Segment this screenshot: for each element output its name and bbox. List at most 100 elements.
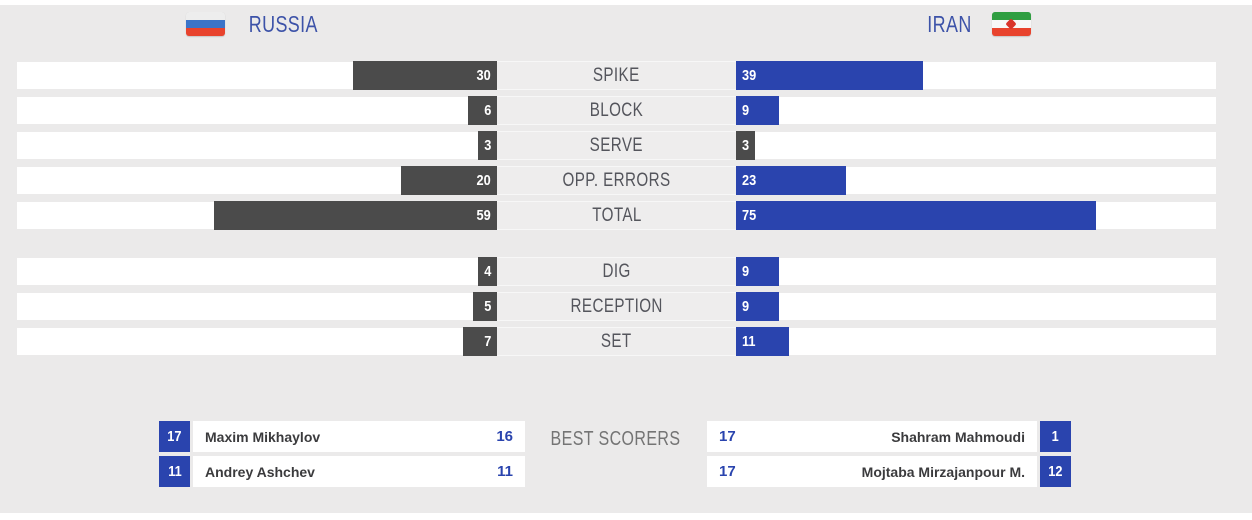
russia-flag-icon bbox=[186, 12, 226, 36]
bar-track bbox=[736, 258, 1216, 285]
stat-row-set: 7 SET 11 bbox=[17, 327, 1216, 356]
scorer-name: Shahram Mahmoudi bbox=[891, 428, 1025, 445]
russia-value-spike: 30 bbox=[476, 67, 491, 84]
stat-label-reception: RECEPTION bbox=[570, 295, 663, 317]
scorer-points: 17 bbox=[719, 463, 736, 480]
scorer-name: Andrey Ashchev bbox=[205, 463, 315, 480]
stat-row-serve: 3 SERVE 3 bbox=[17, 131, 1216, 160]
russia-bar-spike: 30 bbox=[353, 61, 497, 90]
russia-side: 6 bbox=[17, 96, 497, 125]
stats-group-attack: 30 SPIKE 39 6 bbox=[17, 61, 1216, 236]
iran-value-dig: 9 bbox=[742, 263, 750, 280]
scorer-points: 16 bbox=[496, 428, 513, 445]
stats-panel: RUSSIA IRAN 30 SPIKE bbox=[0, 5, 1252, 513]
iran-side: 9 bbox=[736, 96, 1216, 125]
scorer-body: Andrey Ashchev 11 bbox=[193, 456, 525, 487]
bar-track bbox=[17, 258, 497, 285]
iran-bar-serve: 3 bbox=[736, 131, 755, 160]
stat-row-total: 59 TOTAL 75 bbox=[17, 201, 1216, 230]
iran-bar-set: 11 bbox=[736, 327, 789, 356]
bar-track bbox=[17, 132, 497, 159]
russia-side: 20 bbox=[17, 166, 497, 195]
russia-bar-block: 6 bbox=[468, 96, 497, 125]
russia-bar-total: 59 bbox=[213, 201, 497, 230]
iran-bar-block: 9 bbox=[736, 96, 780, 125]
iran-side: 9 bbox=[736, 292, 1216, 321]
stat-label-total: TOTAL bbox=[591, 204, 642, 226]
bar-track bbox=[736, 97, 1216, 124]
russia-value-serve: 3 bbox=[483, 137, 491, 154]
team-header-iran: IRAN bbox=[736, 10, 1216, 38]
russia-bar-opp-errors: 20 bbox=[401, 166, 497, 195]
stat-label-spike: SPIKE bbox=[593, 64, 640, 86]
russia-value-dig: 4 bbox=[483, 263, 491, 280]
russia-side: 30 bbox=[17, 61, 497, 90]
stat-label-cell: RECEPTION bbox=[497, 292, 736, 321]
scorer-body: Maxim Mikhaylov 16 bbox=[193, 421, 525, 452]
best-scorers-section: BEST SCORERS 17 Maxim Mikhaylov 16 11 An… bbox=[0, 421, 1252, 491]
scorer-name: Mojtaba Mirzajanpour M. bbox=[861, 463, 1025, 480]
bar-track bbox=[17, 328, 497, 355]
iran-bar-dig: 9 bbox=[736, 257, 780, 286]
team-name-iran: IRAN bbox=[927, 10, 972, 37]
russia-value-reception: 5 bbox=[483, 298, 491, 315]
russia-side: 4 bbox=[17, 257, 497, 286]
iran-bar-spike: 39 bbox=[736, 61, 924, 90]
russia-bar-serve: 3 bbox=[478, 131, 497, 160]
scorer-row-mahmoudi: 17 Shahram Mahmoudi 1 bbox=[707, 421, 1071, 452]
iran-flag-icon bbox=[991, 12, 1031, 36]
stat-row-reception: 5 RECEPTION 9 bbox=[17, 292, 1216, 321]
iran-bar-total: 75 bbox=[736, 201, 1096, 230]
iran-value-reception: 9 bbox=[742, 298, 750, 315]
iran-value-set: 11 bbox=[742, 333, 756, 350]
stat-label-opp-errors: OPP. ERRORS bbox=[562, 169, 671, 191]
russia-bar-set: 7 bbox=[463, 327, 497, 356]
stat-label-cell: OPP. ERRORS bbox=[497, 166, 736, 195]
stat-label-set: SET bbox=[601, 330, 632, 352]
russia-bar-reception: 5 bbox=[473, 292, 497, 321]
stats-group-defense: 4 DIG 9 5 bbox=[17, 257, 1216, 362]
bar-track bbox=[736, 328, 1216, 355]
stat-label-block: BLOCK bbox=[589, 99, 644, 121]
stat-label-cell: SPIKE bbox=[497, 61, 736, 90]
scorer-row-ashchev: 11 Andrey Ashchev 11 bbox=[159, 456, 525, 487]
iran-side: 23 bbox=[736, 166, 1216, 195]
stat-row-spike: 30 SPIKE 39 bbox=[17, 61, 1216, 90]
scorer-body: 17 Mojtaba Mirzajanpour M. bbox=[707, 456, 1037, 487]
iran-bar-opp-errors: 23 bbox=[736, 166, 847, 195]
russia-value-block: 6 bbox=[483, 102, 491, 119]
jersey-badge: 11 bbox=[159, 456, 190, 487]
bar-track bbox=[736, 132, 1216, 159]
russia-value-opp-errors: 20 bbox=[476, 172, 491, 189]
stat-label-cell: BLOCK bbox=[497, 96, 736, 125]
scorer-row-mikhaylov: 17 Maxim Mikhaylov 16 bbox=[159, 421, 525, 452]
stat-row-opp-errors: 20 OPP. ERRORS 23 bbox=[17, 166, 1216, 195]
russia-side: 59 bbox=[17, 201, 497, 230]
iran-value-block: 9 bbox=[742, 102, 750, 119]
iran-side: 9 bbox=[736, 257, 1216, 286]
bar-track bbox=[736, 293, 1216, 320]
scorer-body: 17 Shahram Mahmoudi bbox=[707, 421, 1037, 452]
iran-side: 75 bbox=[736, 201, 1216, 230]
bar-track bbox=[17, 293, 497, 320]
stat-label-cell: DIG bbox=[497, 257, 736, 286]
russia-side: 7 bbox=[17, 327, 497, 356]
iran-bar-reception: 9 bbox=[736, 292, 780, 321]
scorer-name: Maxim Mikhaylov bbox=[205, 428, 321, 445]
russia-side: 3 bbox=[17, 131, 497, 160]
scorer-points: 11 bbox=[497, 463, 513, 480]
bar-track bbox=[17, 97, 497, 124]
iran-side: 11 bbox=[736, 327, 1216, 356]
stat-label-serve: SERVE bbox=[589, 134, 644, 156]
russia-bar-dig: 4 bbox=[477, 257, 497, 286]
scorer-row-mirzajanpour: 17 Mojtaba Mirzajanpour M. 12 bbox=[707, 456, 1071, 487]
stat-label-cell: SET bbox=[497, 327, 736, 356]
iran-side: 39 bbox=[736, 61, 1216, 90]
team-header-russia: RUSSIA bbox=[17, 10, 497, 38]
team-name-russia: RUSSIA bbox=[248, 10, 319, 37]
jersey-badge: 1 bbox=[1040, 421, 1071, 452]
russia-best-scorers: 17 Maxim Mikhaylov 16 11 Andrey Ashchev … bbox=[159, 421, 525, 491]
stat-label-cell: TOTAL bbox=[497, 201, 736, 230]
jersey-badge: 17 bbox=[159, 421, 190, 452]
